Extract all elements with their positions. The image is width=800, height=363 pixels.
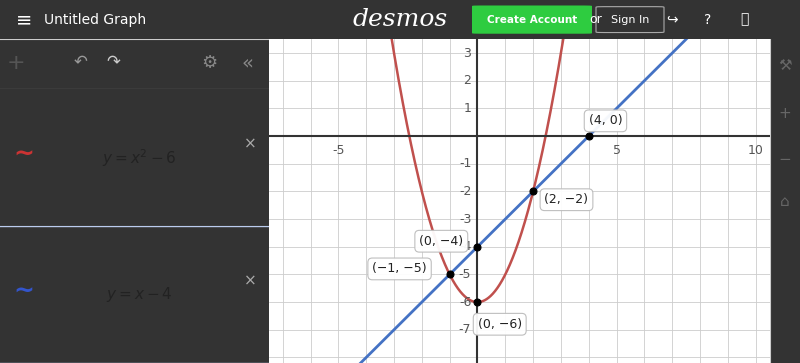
Text: -2: -2: [459, 185, 471, 198]
Text: $y=x^2-6$: $y=x^2-6$: [102, 147, 177, 168]
Text: +: +: [778, 106, 791, 121]
Text: $y=x-4$: $y=x-4$: [106, 285, 173, 304]
Text: -6: -6: [459, 295, 471, 309]
Text: 5: 5: [613, 144, 621, 157]
Text: 1: 1: [463, 102, 471, 115]
Text: «: «: [242, 54, 254, 73]
Text: (−1, −5): (−1, −5): [372, 262, 427, 276]
Text: ⚙: ⚙: [202, 54, 218, 72]
Text: Untitled Graph: Untitled Graph: [44, 13, 146, 26]
Text: ∼: ∼: [14, 143, 34, 167]
Text: (0, −4): (0, −4): [419, 235, 463, 248]
Text: ↶: ↶: [74, 53, 87, 71]
Text: desmos: desmos: [352, 8, 448, 31]
Text: -7: -7: [459, 323, 471, 336]
Text: ↷: ↷: [106, 53, 120, 71]
Text: 10: 10: [748, 144, 764, 157]
Text: (0, −6): (0, −6): [478, 318, 522, 331]
Text: ⚒: ⚒: [778, 58, 792, 73]
Text: 2: 2: [463, 74, 471, 87]
Text: ⛺: ⛺: [740, 13, 748, 26]
Text: (2, −2): (2, −2): [545, 193, 589, 206]
Text: ?: ?: [704, 13, 712, 26]
Text: 3: 3: [463, 46, 471, 60]
Text: ≡: ≡: [16, 10, 32, 29]
Text: -1: -1: [459, 157, 471, 170]
Text: +: +: [7, 53, 26, 73]
Text: -5: -5: [332, 144, 345, 157]
Text: -5: -5: [459, 268, 471, 281]
Text: ∼: ∼: [14, 280, 34, 304]
Text: ⌂: ⌂: [780, 193, 790, 209]
Text: ↪: ↪: [666, 13, 678, 26]
Text: ×: ×: [244, 136, 256, 151]
Text: Create Account: Create Account: [487, 15, 577, 25]
FancyBboxPatch shape: [472, 5, 592, 34]
Text: ×: ×: [244, 273, 256, 288]
Text: or: or: [590, 13, 602, 26]
Text: (4, 0): (4, 0): [589, 114, 622, 127]
Text: Sign In: Sign In: [611, 15, 650, 25]
Text: -4: -4: [459, 240, 471, 253]
Text: -3: -3: [459, 213, 471, 225]
Text: −: −: [778, 151, 791, 167]
